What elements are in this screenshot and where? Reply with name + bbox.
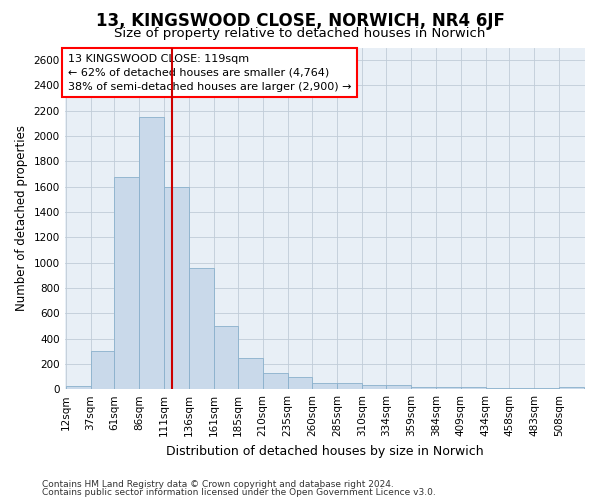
Text: 13 KINGSWOOD CLOSE: 119sqm
← 62% of detached houses are smaller (4,764)
38% of s: 13 KINGSWOOD CLOSE: 119sqm ← 62% of deta…: [68, 54, 351, 92]
Bar: [313, 383, 337, 389]
Bar: [559, 386, 584, 389]
Bar: [139, 117, 164, 389]
Bar: [115, 176, 139, 389]
Bar: [436, 386, 461, 389]
Y-axis label: Number of detached properties: Number of detached properties: [15, 126, 28, 312]
Text: Contains HM Land Registry data © Crown copyright and database right 2024.: Contains HM Land Registry data © Crown c…: [42, 480, 394, 489]
Bar: [461, 388, 485, 389]
Bar: [337, 383, 362, 389]
Bar: [65, 386, 91, 389]
Bar: [189, 268, 214, 389]
X-axis label: Distribution of detached houses by size in Norwich: Distribution of detached houses by size …: [166, 444, 484, 458]
Text: Contains public sector information licensed under the Open Government Licence v3: Contains public sector information licen…: [42, 488, 436, 497]
Bar: [362, 386, 386, 389]
Bar: [485, 388, 509, 389]
Bar: [534, 388, 559, 389]
Bar: [214, 326, 238, 389]
Bar: [287, 376, 313, 389]
Bar: [386, 385, 411, 389]
Bar: [164, 186, 189, 389]
Text: 13, KINGSWOOD CLOSE, NORWICH, NR4 6JF: 13, KINGSWOOD CLOSE, NORWICH, NR4 6JF: [95, 12, 505, 30]
Text: Size of property relative to detached houses in Norwich: Size of property relative to detached ho…: [115, 28, 485, 40]
Bar: [411, 386, 436, 389]
Bar: [91, 351, 115, 389]
Bar: [238, 358, 263, 389]
Bar: [263, 374, 287, 389]
Bar: [509, 388, 534, 389]
